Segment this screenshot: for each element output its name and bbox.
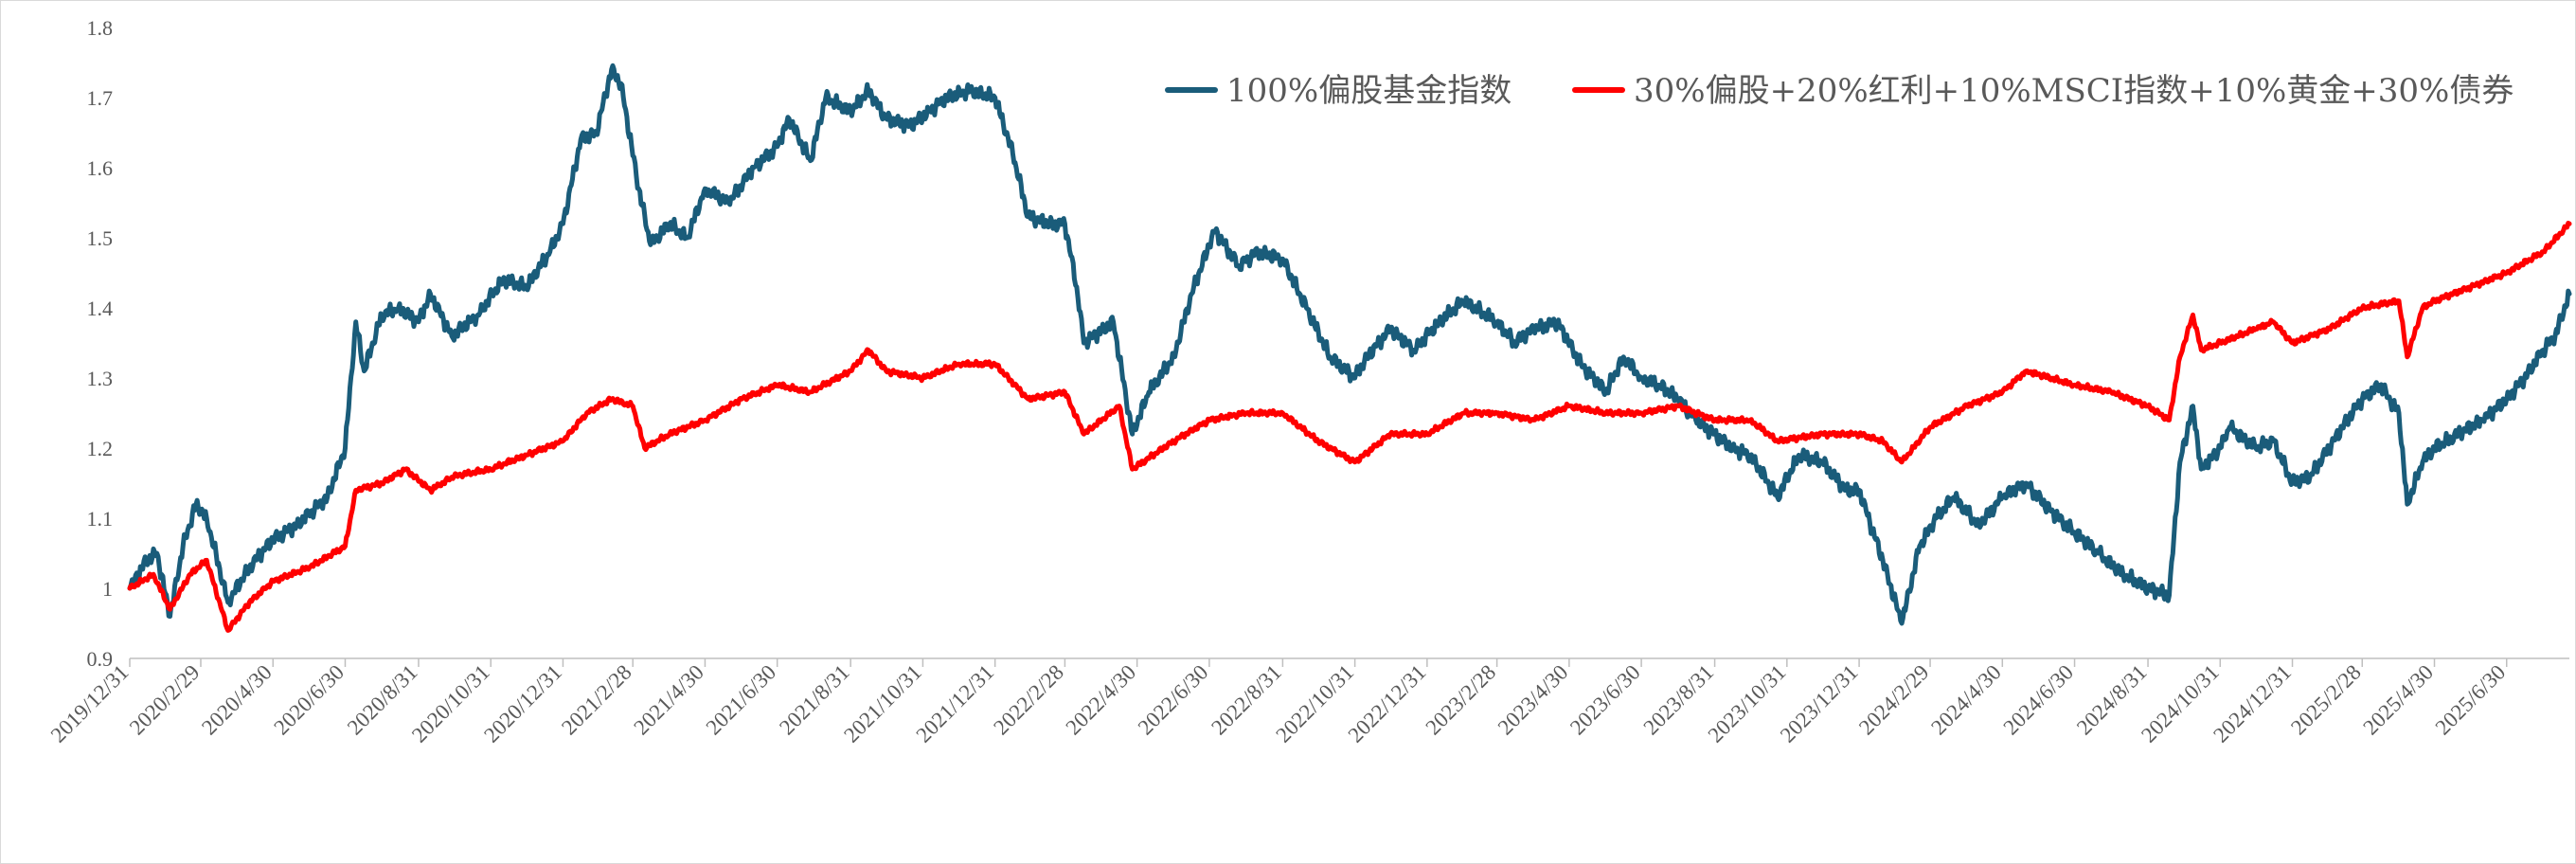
x-tick-label: 2023/2/28 [1422, 660, 1501, 740]
x-tick-label: 2019/12/31 [46, 660, 134, 747]
x-tick-label: 2024/12/31 [2209, 660, 2296, 747]
x-axis-tickmarks [129, 658, 2508, 667]
legend-item-2: 30%偏股+20%红利+10%MSCI指数+10%黄金+30%债券 [1572, 72, 2513, 110]
legend: 100%偏股基金指数 30%偏股+20%红利+10%MSCI指数+10%黄金+3… [1165, 72, 2513, 110]
x-tick-label: 2024/4/30 [1926, 660, 2006, 740]
x-tick-label: 2025/6/30 [2431, 660, 2511, 740]
x-tick-label: 2021/12/31 [911, 660, 998, 747]
series-line-1 [127, 63, 2572, 626]
y-tick-label: 1.7 [87, 86, 114, 110]
x-tick-label: 2024/2/29 [1854, 660, 1934, 740]
x-tick-label: 2020/12/31 [479, 660, 566, 747]
x-tick-label: 2022/4/30 [1062, 660, 1141, 740]
x-tick-label: 2024/6/30 [1998, 660, 2078, 740]
x-tick-label: 2023/4/30 [1494, 660, 1573, 740]
series-line-2 [127, 221, 2572, 633]
y-tick-label: 1.2 [87, 437, 114, 460]
series-group [127, 63, 2572, 633]
x-tick-label: 2022/6/30 [1134, 660, 1213, 740]
x-tick-label: 2022/2/28 [989, 660, 1068, 740]
y-tick-label: 1 [102, 577, 113, 601]
x-tick-label: 2021/10/31 [839, 660, 926, 747]
x-tick-label: 2021/4/30 [629, 660, 708, 740]
y-tick-label: 1.6 [87, 156, 114, 180]
x-tick-label: 2022/10/31 [1271, 660, 1358, 747]
x-tick-label: 2021/2/28 [557, 660, 636, 740]
x-tick-label: 2020/4/30 [197, 660, 277, 740]
legend-item-1: 100%偏股基金指数 [1165, 72, 1512, 110]
x-tick-label: 2023/6/30 [1565, 660, 1645, 740]
x-tick-label: 2020/6/30 [269, 660, 349, 740]
x-tick-label: 2024/10/31 [2137, 660, 2224, 747]
legend-label-2: 30%偏股+20%红利+10%MSCI指数+10%黄金+30%债券 [1634, 72, 2513, 110]
y-tick-label: 1.8 [87, 16, 114, 40]
x-tick-label: 2023/10/31 [1704, 660, 1791, 747]
y-tick-label: 1.3 [87, 367, 114, 390]
x-tick-label: 2022/12/31 [1344, 660, 1431, 747]
x-tick-label: 2020/10/31 [407, 660, 494, 747]
y-tick-label: 1.5 [87, 226, 114, 250]
x-tick-label: 2025/2/28 [2286, 660, 2366, 740]
y-tick-label: 1.4 [87, 297, 114, 320]
legend-label-1: 100%偏股基金指数 [1226, 72, 1512, 110]
x-tick-label: 2023/12/31 [1776, 660, 1863, 747]
x-tick-label: 2021/6/30 [702, 660, 781, 740]
x-tick-label: 2025/4/30 [2358, 660, 2438, 740]
y-tick-label: 1.1 [87, 507, 114, 531]
x-tick-label: 2020/2/29 [125, 660, 205, 740]
y-tick-label: 0.9 [87, 647, 114, 671]
y-axis-ticks: 0.9 1 1.1 1.2 1.3 1.4 1.5 1.6 1.7 1.8 [87, 16, 114, 671]
